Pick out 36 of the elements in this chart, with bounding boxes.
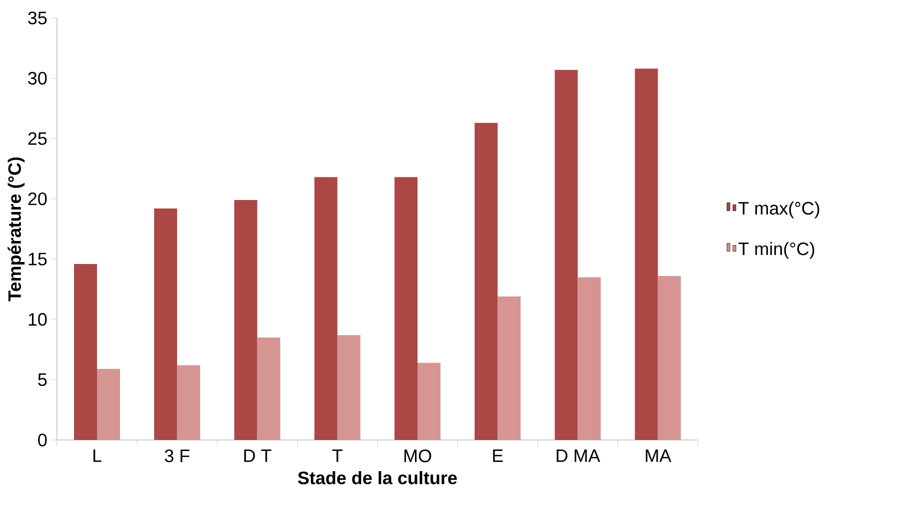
y-tick-label: 0 <box>38 434 47 446</box>
legend-label: T min(°C) <box>738 242 814 259</box>
x-tick-label: E <box>493 450 503 462</box>
y-tick-label: 20 <box>28 192 47 206</box>
bar <box>394 177 418 440</box>
y-tick-label: 15 <box>28 252 47 266</box>
x-tick-label: T <box>332 450 342 462</box>
bar <box>97 368 120 440</box>
bar <box>418 362 441 440</box>
bar <box>578 277 601 440</box>
bar <box>658 276 681 440</box>
bar <box>474 122 498 440</box>
x-tick-label: MO <box>404 450 432 462</box>
y-tick-label: 5 <box>38 373 47 386</box>
bar <box>634 68 658 440</box>
bar <box>257 338 280 440</box>
legend-label: T max(°C) <box>738 201 820 218</box>
bar <box>554 70 578 440</box>
y-tick-label: 25 <box>28 132 47 145</box>
y-tick-label: 10 <box>28 313 47 326</box>
x-tick-label: L <box>93 450 102 462</box>
x-tick-label: D MA <box>556 450 600 462</box>
bar <box>337 335 360 440</box>
x-tick-label: D T <box>244 450 272 462</box>
y-tick-label: 30 <box>28 72 47 85</box>
bar <box>314 177 338 440</box>
y-tick-label: 35 <box>28 12 47 24</box>
y-axis-title: Température (°C) <box>8 157 25 302</box>
bar <box>74 264 98 440</box>
bar <box>498 296 521 440</box>
x-tick-label: MA <box>646 450 672 462</box>
bar <box>234 200 258 440</box>
bar <box>177 365 200 440</box>
bar <box>154 208 178 440</box>
x-axis-title: Stade de la culture <box>298 471 457 484</box>
x-tick-label: 3 F <box>164 450 190 462</box>
